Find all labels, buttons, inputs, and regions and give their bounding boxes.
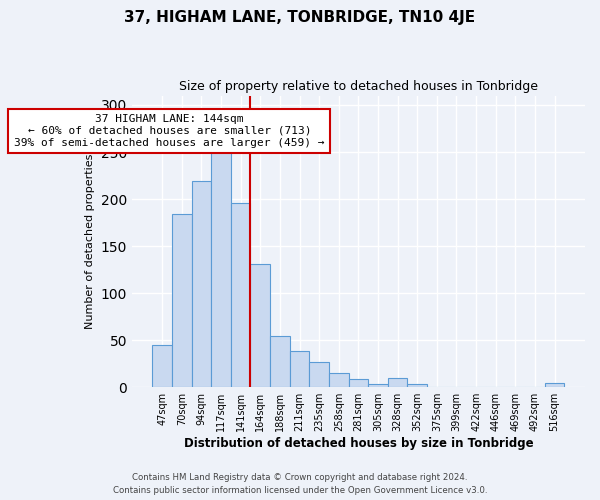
Bar bbox=[250, 264, 270, 387]
Bar bbox=[270, 336, 290, 387]
Bar bbox=[172, 214, 191, 387]
Text: Contains HM Land Registry data © Crown copyright and database right 2024.
Contai: Contains HM Land Registry data © Crown c… bbox=[113, 474, 487, 495]
Text: 37 HIGHAM LANE: 144sqm
← 60% of detached houses are smaller (713)
39% of semi-de: 37 HIGHAM LANE: 144sqm ← 60% of detached… bbox=[14, 114, 325, 148]
Bar bbox=[231, 203, 250, 387]
Bar bbox=[152, 345, 172, 387]
Bar bbox=[211, 152, 231, 387]
Bar bbox=[329, 373, 349, 387]
Bar bbox=[545, 384, 565, 387]
Bar bbox=[388, 378, 407, 387]
Bar bbox=[407, 384, 427, 387]
Bar bbox=[310, 362, 329, 387]
Bar bbox=[349, 378, 368, 387]
Bar bbox=[368, 384, 388, 387]
Title: Size of property relative to detached houses in Tonbridge: Size of property relative to detached ho… bbox=[179, 80, 538, 93]
Y-axis label: Number of detached properties: Number of detached properties bbox=[85, 154, 95, 329]
X-axis label: Distribution of detached houses by size in Tonbridge: Distribution of detached houses by size … bbox=[184, 437, 533, 450]
Bar bbox=[290, 352, 310, 387]
Text: 37, HIGHAM LANE, TONBRIDGE, TN10 4JE: 37, HIGHAM LANE, TONBRIDGE, TN10 4JE bbox=[124, 10, 476, 25]
Bar bbox=[191, 181, 211, 387]
